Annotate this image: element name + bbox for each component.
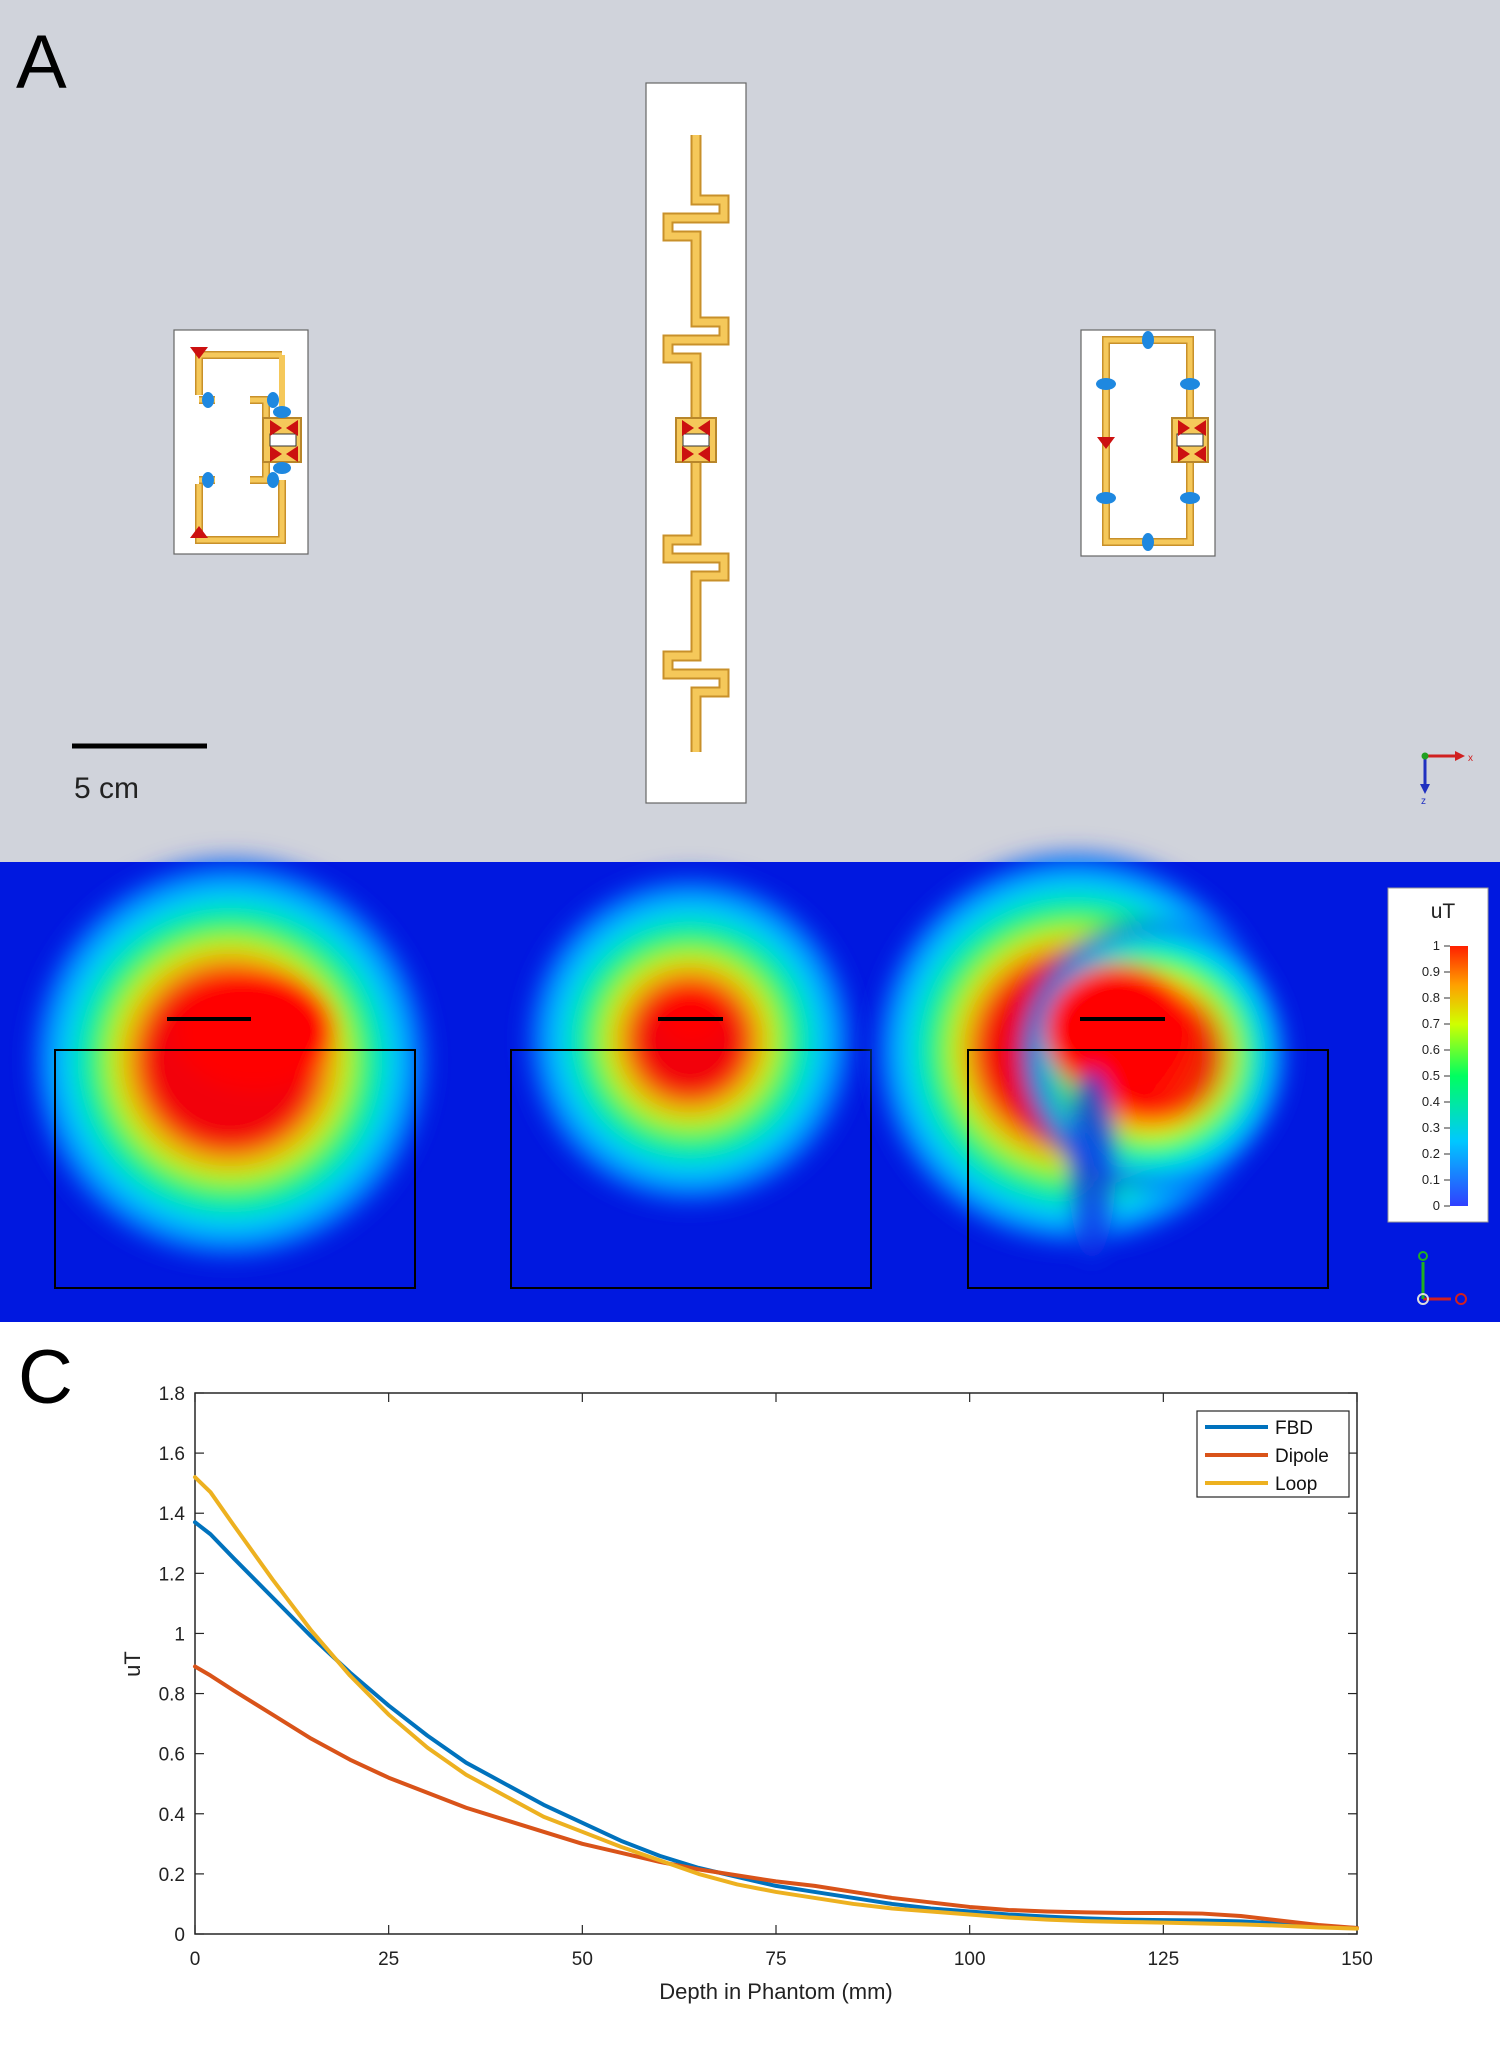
dipole-lower-arm — [664, 460, 728, 752]
scale-bar-label: 5 cm — [74, 772, 139, 805]
loop-capacitor-right-lower — [1180, 492, 1200, 504]
series-line-loop — [193, 1475, 1359, 1931]
colorbar-tick-label: 0 — [1433, 1198, 1440, 1213]
y-tick-label: 0 — [174, 1925, 185, 1946]
panel-a-letter: A — [16, 20, 67, 105]
dipole-upper-arm — [664, 135, 728, 420]
fbd-feed-port — [269, 433, 297, 447]
field-map-loop — [865, 845, 1329, 1289]
plot-area — [194, 1392, 1358, 1935]
loop-feed-arrows — [1178, 420, 1206, 462]
orientation-triad-b — [1417, 1251, 1467, 1305]
fbd-capacitor-3 — [267, 392, 279, 408]
panel-c-letter: C — [18, 1335, 73, 1420]
colorbar-tick-label: 0.5 — [1422, 1068, 1440, 1083]
legend-label-dipole: Dipole — [1275, 1446, 1329, 1467]
x-tick-label: 100 — [954, 1949, 986, 1970]
y-axis-label: uT — [120, 1651, 145, 1677]
colorbar-tick-label: 1 — [1433, 938, 1440, 953]
field-map-fbd — [20, 850, 440, 1289]
fbd-capacitor-6 — [273, 462, 291, 474]
x-tick-label: 0 — [190, 1949, 201, 1970]
x-tick-label: 150 — [1341, 1949, 1373, 1970]
series-line-fbd — [193, 1520, 1359, 1930]
fbd-coil — [173, 329, 309, 555]
loop-side-port — [1097, 437, 1115, 449]
colorbar-gradient — [1450, 946, 1468, 1206]
dipole-feed-arrows — [682, 420, 710, 462]
phantom-outline-fbd — [54, 1049, 416, 1289]
colorbar: uT 1 0.9 0.8 0.7 0.6 0.5 0.4 0.3 0.2 0.1 0 — [1387, 887, 1489, 1223]
phantom-outline-dipole — [510, 1049, 872, 1289]
colorbar-tick-label: 0.3 — [1422, 1120, 1440, 1135]
colorbar-tick-label: 0.2 — [1422, 1146, 1440, 1161]
x-tick-label: 75 — [765, 1949, 786, 1970]
legend-label-fbd: FBD — [1275, 1418, 1313, 1439]
series-line-dipole — [193, 1664, 1359, 1930]
y-tick-label: 0.8 — [159, 1685, 185, 1706]
triad-x-label: x — [1468, 753, 1473, 764]
fbd-capacitor-1 — [202, 392, 214, 408]
x-tick-label: 50 — [572, 1949, 593, 1970]
fbd-capacitor-2 — [202, 472, 214, 488]
legend: FBD Dipole Loop — [1196, 1410, 1350, 1498]
colorbar-tick-label: 0.6 — [1422, 1042, 1440, 1057]
colorbar-tick-label: 0.4 — [1422, 1094, 1440, 1109]
phantom-outline-loop — [967, 1049, 1329, 1289]
fbd-bottom-port — [190, 526, 208, 538]
loop-capacitor-left-upper — [1096, 378, 1116, 390]
loop-capacitor-left-lower — [1096, 492, 1116, 504]
colorbar-tick-label: 0.9 — [1422, 964, 1440, 979]
colorbar-tick-label: 0.8 — [1422, 990, 1440, 1005]
fbd-feed-arrows — [270, 420, 298, 462]
x-tick-label: 25 — [378, 1949, 399, 1970]
loop-capacitor-bottom — [1142, 533, 1154, 551]
panel-b: uT 1 0.9 0.8 0.7 0.6 0.5 0.4 0.3 0.2 0.1 0 — [0, 845, 1500, 1322]
y-tick-label: 1.8 — [159, 1384, 185, 1405]
legend-label-loop: Loop — [1275, 1474, 1317, 1495]
dipole-feed-port — [682, 433, 710, 447]
y-tick-label: 1.6 — [159, 1444, 185, 1465]
y-tick-label: 0.6 — [159, 1745, 185, 1766]
colorbar-ticks: 1 0.9 0.8 0.7 0.6 0.5 0.4 0.3 0.2 0.1 0 — [1422, 938, 1450, 1213]
y-tick-label: 1 — [174, 1624, 185, 1645]
fbd-capacitor-4 — [267, 472, 279, 488]
x-tick-label: 125 — [1147, 1949, 1179, 1970]
colorbar-tick-label: 0.7 — [1422, 1016, 1440, 1031]
triad-z-label: z — [1421, 796, 1426, 807]
field-map-dipole — [510, 865, 872, 1289]
loop-coil — [1080, 329, 1216, 557]
colorbar-tick-label: 0.1 — [1422, 1172, 1440, 1187]
x-axis-ticks: 0 25 50 75 100 125 150 — [190, 1393, 1373, 1970]
y-tick-label: 0.4 — [159, 1805, 186, 1826]
series-lines — [193, 1475, 1359, 1931]
panel-c: C 0 25 50 75 100 125 150 0 0.2 0.4 0.6 0.8 1 1.2 1.4 1… — [18, 1335, 1373, 2004]
colorbar-unit: uT — [1431, 900, 1456, 923]
loop-feed-port — [1176, 433, 1204, 447]
x-axis-label: Depth in Phantom (mm) — [659, 1979, 893, 2004]
y-tick-label: 1.4 — [159, 1504, 186, 1525]
y-tick-label: 1.2 — [159, 1564, 185, 1585]
fbd-top-port — [190, 347, 208, 359]
fbd-capacitor-5 — [273, 406, 291, 418]
loop-capacitor-top — [1142, 331, 1154, 349]
dipole-antenna — [645, 82, 747, 804]
y-axis-ticks: 0 0.2 0.4 0.6 0.8 1 1.2 1.4 1.6 1.8 — [159, 1384, 1357, 1946]
loop-capacitor-right-upper — [1180, 378, 1200, 390]
y-tick-label: 0.2 — [159, 1865, 185, 1886]
orientation-triad-a: x z — [1420, 751, 1473, 807]
panel-a: A — [0, 0, 1500, 862]
colorbar-panel — [1387, 887, 1489, 1223]
